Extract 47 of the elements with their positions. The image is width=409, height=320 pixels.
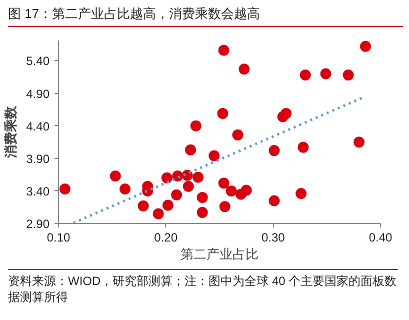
point [280,108,292,118]
x-tick-label: 0.10 [46,230,71,244]
y-tick-label: 4.90 [26,86,50,100]
y-tick-label: 3.40 [26,184,50,198]
point [218,177,230,188]
point [162,199,174,210]
point [342,69,354,80]
point [185,144,196,155]
point [219,200,230,212]
y-tick-label: 4.40 [26,118,50,133]
point [192,171,204,182]
point [190,120,202,131]
y-tick-label: 2.90 [26,216,50,231]
x-axis-title: 第二产业占比 [180,246,258,262]
point [152,208,164,219]
point [360,40,371,52]
point [354,136,365,148]
point [217,108,228,118]
point [232,129,244,140]
point [296,188,307,199]
y-tick-label: 3.90 [26,151,50,166]
point [196,192,208,203]
chart-title: 图 17：第二产业占比越高，消费乘数会越高 [8,5,260,23]
text: 资料来源：WIOD，研究部测算；注：图中为全球 40 个主要国家的面板数据测算所得 [8,272,398,305]
point [226,185,237,196]
x-tick-label: 0.30 [261,230,286,244]
point [320,68,332,79]
point [161,172,172,183]
point [138,200,149,211]
point [171,188,182,200]
point [240,184,252,196]
point [268,144,280,156]
x-tick-label: 0.40 [368,230,393,244]
point [182,180,194,192]
point [110,170,121,182]
point [298,141,309,152]
y-tick-label: 5.40 [26,54,50,68]
point [120,183,131,194]
x-tick-label: 0.20 [154,230,178,244]
point [208,150,220,161]
point [238,63,250,74]
point [300,69,311,80]
point [218,44,230,56]
point [59,183,70,194]
point [196,206,208,218]
y-axis-title: 消费乘数 [3,104,18,159]
point [268,194,280,206]
